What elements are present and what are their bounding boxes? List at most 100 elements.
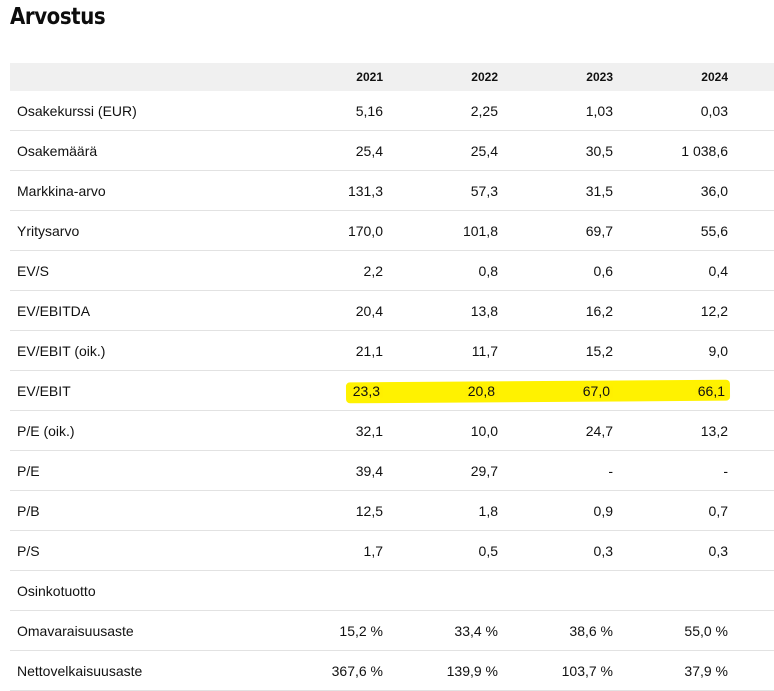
- table-row: P/E 39,4 29,7 - -: [10, 451, 774, 491]
- value-cell-2021: 25,4: [293, 131, 383, 170]
- row-label: P/S: [17, 531, 40, 570]
- row-label: Nettovelkaisuusaste: [17, 651, 142, 690]
- value-cell-2021: 170,0: [293, 211, 383, 250]
- value-cell-2023: 0,3: [523, 531, 613, 570]
- value-text: 13,8: [470, 302, 498, 319]
- value-text: 0,8: [478, 262, 498, 279]
- value-cell-2024: 1 038,6: [638, 131, 728, 170]
- value-cell-2023: 103,7 %: [523, 651, 613, 690]
- row-label-text: EV/EBITDA: [17, 302, 91, 319]
- value-text: 9,0: [708, 342, 728, 359]
- value-cell-2023: 38,6 %: [523, 611, 613, 650]
- column-header-2022: 2022: [471, 70, 498, 84]
- value-text: 31,5: [585, 182, 613, 199]
- value-text: 0,9: [593, 502, 613, 519]
- value-cell-2021: 32,1: [293, 411, 383, 450]
- value-cell-2022: 139,9 %: [408, 651, 498, 690]
- value-text: 36,0: [700, 182, 728, 199]
- value-text: 0,3: [593, 542, 613, 559]
- value-text: 20,8: [464, 382, 498, 399]
- value-cell-2022: 33,4 %: [408, 611, 498, 650]
- value-text: 23,3: [349, 382, 383, 399]
- table-row: Osakemäärä 25,4 25,4 30,5 1 038,6: [10, 131, 774, 171]
- row-label: EV/EBIT (oik.): [17, 331, 105, 370]
- value-cell-2023: 30,5: [523, 131, 613, 170]
- value-cell-2024: 0,7: [638, 491, 728, 530]
- row-label-text: EV/EBIT: [17, 382, 71, 399]
- value-cell-2021: 12,5: [293, 491, 383, 530]
- value-text: 55,6: [700, 222, 728, 239]
- value-cell-2021: 1,7: [293, 531, 383, 570]
- value-text: 29,7: [470, 462, 498, 479]
- value-text: 11,7: [471, 342, 498, 359]
- value-cell-2021: 131,3: [293, 171, 383, 210]
- value-cell-2022: 29,7: [408, 451, 498, 490]
- value-cell-2022: 20,8: [408, 371, 498, 410]
- value-text: 0,03: [700, 102, 728, 119]
- table-row: Osakekurssi (EUR) 5,16 2,25 1,03 0,03: [10, 91, 774, 131]
- value-cell-2023: 0,9: [523, 491, 613, 530]
- value-text: 1,8: [478, 502, 498, 519]
- value-text: 1,7: [363, 542, 383, 559]
- value-text: 367,6 %: [331, 662, 383, 679]
- table-body: Osakekurssi (EUR) 5,16 2,25 1,03 0,03 Osakemä…: [10, 91, 774, 691]
- value-text: 55,0 %: [684, 622, 728, 639]
- table-row: Omavaraisuusaste 15,2 % 33,4 % 38,6 % 55,0 %: [10, 611, 774, 651]
- value-cell-2024: 37,9 %: [638, 651, 728, 690]
- value-cell-2022: 0,5: [408, 531, 498, 570]
- value-text: 0,4: [708, 262, 728, 279]
- value-cell-2021: 21,1: [293, 331, 383, 370]
- value-cell-2022: [408, 571, 498, 610]
- value-cell-2023: 15,2: [523, 331, 613, 370]
- value-cell-2021: 2,2: [293, 251, 383, 290]
- value-text: 103,7 %: [561, 662, 613, 679]
- row-label-text: Osakemäärä: [17, 142, 98, 159]
- value-text: 0,3: [708, 542, 728, 559]
- value-text: -: [608, 462, 613, 479]
- value-text: 25,4: [470, 142, 498, 159]
- value-cell-2023: 16,2: [523, 291, 613, 330]
- row-label-text: Osakekurssi (EUR): [17, 102, 137, 119]
- value-cell-2023: 31,5: [523, 171, 613, 210]
- value-cell-2024: [638, 571, 728, 610]
- value-text: 16,2: [585, 302, 613, 319]
- row-label: Markkina-arvo: [17, 171, 106, 210]
- value-cell-2024: 0,03: [638, 91, 728, 130]
- value-cell-2021: [293, 571, 383, 610]
- row-label: Osinkotuotto: [17, 571, 96, 610]
- row-label-text: P/B: [17, 502, 40, 519]
- value-text: 67,0: [579, 382, 613, 399]
- value-cell-2023: [523, 571, 613, 610]
- value-cell-2024: 13,2: [638, 411, 728, 450]
- value-cell-2021: 15,2 %: [293, 611, 383, 650]
- table-row: P/E (oik.) 32,1 10,0 24,7 13,2: [10, 411, 774, 451]
- value-text: 15,2: [585, 342, 613, 359]
- value-text: 20,4: [355, 302, 383, 319]
- value-text: 21,1: [355, 342, 383, 359]
- table-row: EV/EBITDA 20,4 13,8 16,2 12,2: [10, 291, 774, 331]
- value-text: 39,4: [355, 462, 383, 479]
- value-cell-2023: 1,03: [523, 91, 613, 130]
- value-cell-2022: 10,0: [408, 411, 498, 450]
- row-label-text: EV/S: [17, 262, 49, 279]
- row-label-text: EV/EBIT (oik.): [17, 342, 106, 359]
- value-cell-2024: 9,0: [638, 331, 728, 370]
- table-row: Osinkotuotto: [10, 571, 774, 611]
- table-row: P/B 12,5 1,8 0,9 0,7: [10, 491, 774, 531]
- value-text: 170,0: [347, 222, 383, 239]
- value-cell-2023: 69,7: [523, 211, 613, 250]
- value-text: 32,1: [355, 422, 383, 439]
- row-label: EV/EBIT: [17, 371, 71, 410]
- value-cell-2021: 367,6 %: [293, 651, 383, 690]
- value-cell-2023: 24,7: [523, 411, 613, 450]
- valuation-table: 2021 2022 2023 2024 Osakekurssi (EUR) 5,1…: [10, 63, 774, 691]
- value-cell-2022: 0,8: [408, 251, 498, 290]
- value-text: 66,1: [694, 382, 728, 399]
- value-cell-2023: 67,0: [523, 371, 613, 410]
- table-row: P/S 1,7 0,5 0,3 0,3: [10, 531, 774, 571]
- table-row: EV/EBIT (oik.) 21,1 11,7 15,2 9,0: [10, 331, 774, 371]
- row-label: P/E (oik.): [17, 411, 75, 450]
- row-label-text: Markkina-arvo: [17, 182, 106, 199]
- value-text: -: [723, 462, 728, 479]
- value-text: 57,3: [470, 182, 498, 199]
